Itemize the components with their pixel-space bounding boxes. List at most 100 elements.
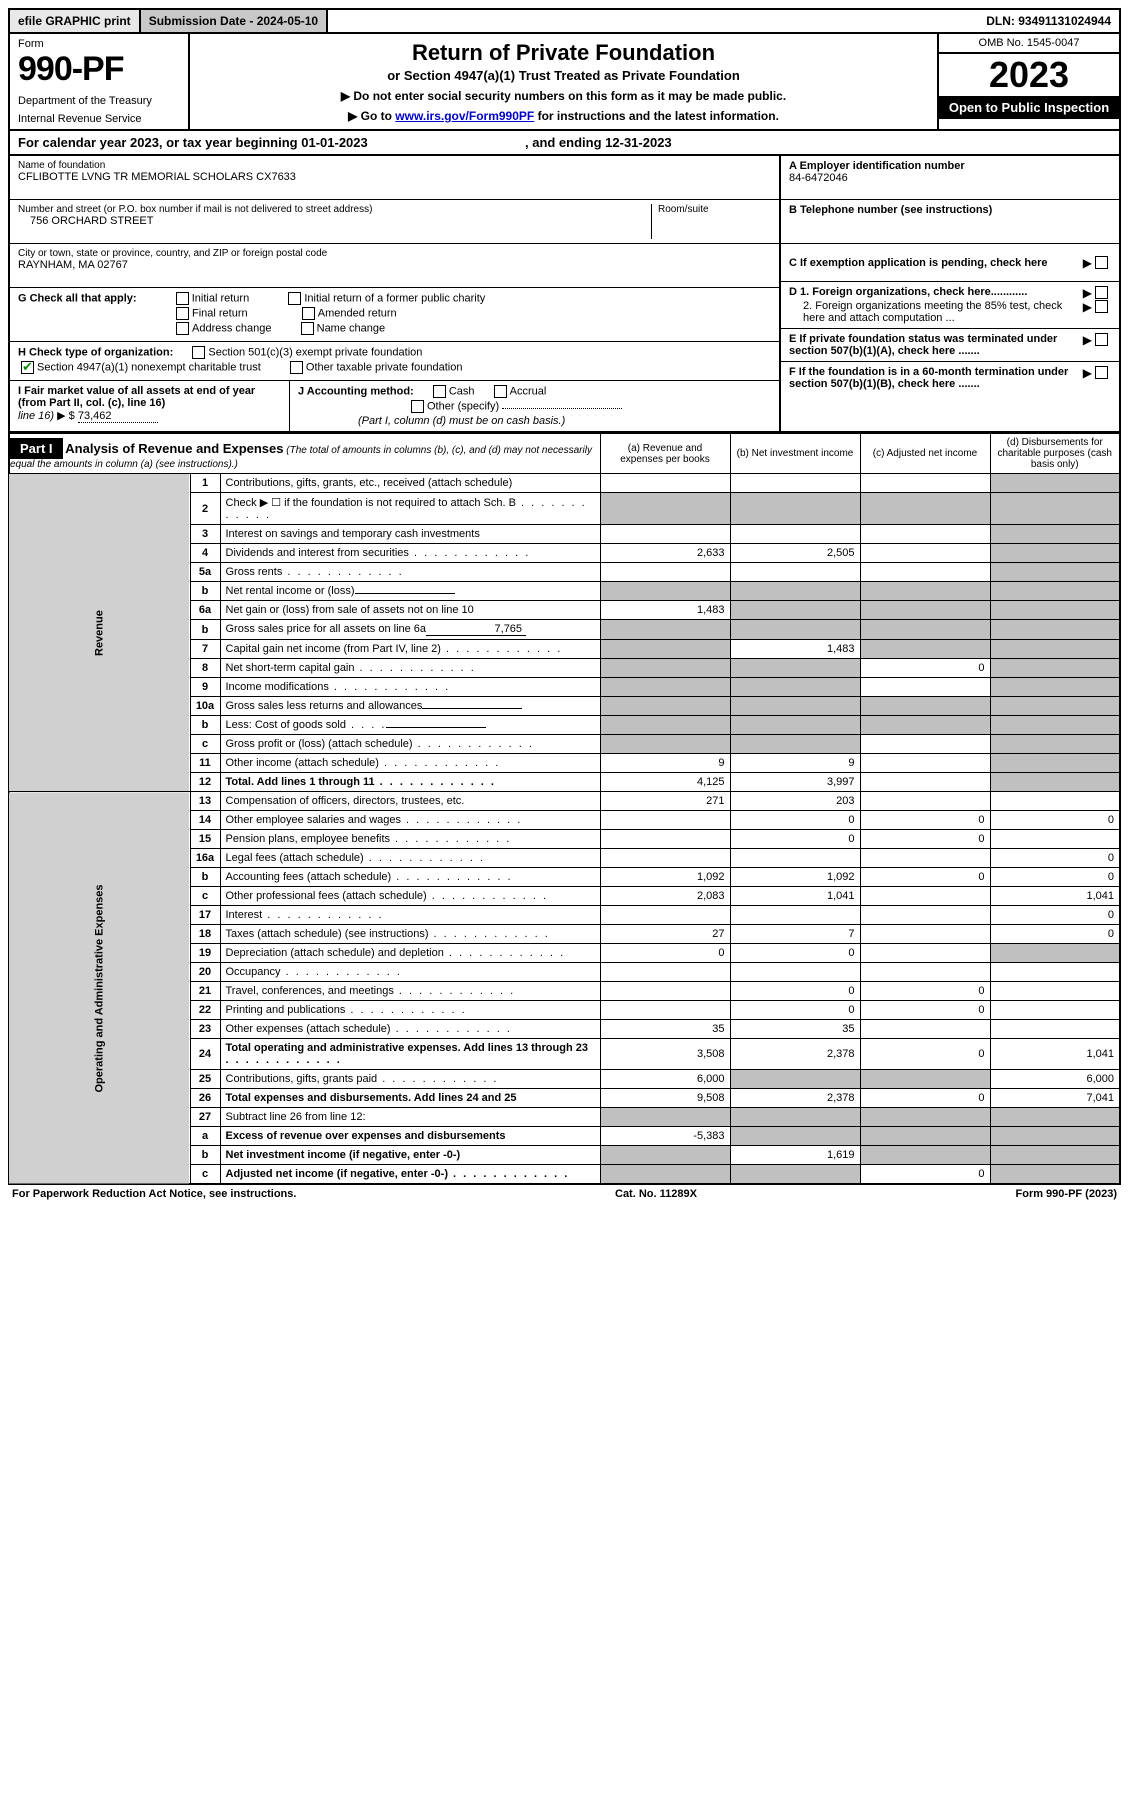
cell-d	[990, 474, 1120, 493]
cell-d	[990, 544, 1120, 563]
g-section: G Check all that apply: Initial return I…	[10, 288, 779, 342]
opt-501c3: Section 501(c)(3) exempt private foundat…	[208, 346, 422, 358]
checkbox-address[interactable]	[176, 322, 189, 335]
cal-begin: 01-01-2023	[301, 135, 368, 150]
cell-d	[990, 1165, 1120, 1185]
row-number: 16a	[190, 849, 220, 868]
city-label: City or town, state or province, country…	[18, 248, 771, 259]
cell-d: 7,041	[990, 1089, 1120, 1108]
col-a-header: (a) Revenue and expenses per books	[600, 434, 730, 474]
checkbox-501c3[interactable]	[192, 346, 205, 359]
cell-a: 4,125	[600, 773, 730, 792]
city: RAYNHAM, MA 02767	[18, 259, 771, 271]
cell-c	[860, 563, 990, 582]
cell-b	[730, 1165, 860, 1185]
cell-c	[860, 474, 990, 493]
cell-d	[990, 620, 1120, 640]
opt-4947: Section 4947(a)(1) nonexempt charitable …	[37, 361, 261, 373]
cell-d	[990, 563, 1120, 582]
cell-b	[730, 1070, 860, 1089]
checkbox-final[interactable]	[176, 307, 189, 320]
checkbox-4947[interactable]	[21, 361, 34, 374]
cell-b	[730, 620, 860, 640]
cell-a: 9	[600, 754, 730, 773]
form-subtitle: or Section 4947(a)(1) Trust Treated as P…	[196, 68, 931, 83]
cell-b	[730, 493, 860, 525]
cell-a	[600, 659, 730, 678]
checkbox-f[interactable]	[1095, 366, 1108, 379]
row-desc: Contributions, gifts, grants paid	[220, 1070, 600, 1089]
checkbox-initial-former[interactable]	[288, 292, 301, 305]
row-number: 27	[190, 1108, 220, 1127]
cell-c	[860, 582, 990, 601]
cell-b	[730, 716, 860, 735]
street-cell: Number and street (or P.O. box number if…	[10, 200, 779, 244]
room-label: Room/suite	[658, 204, 771, 215]
cell-a	[600, 849, 730, 868]
row-desc: Excess of revenue over expenses and disb…	[220, 1127, 600, 1146]
row-number: 24	[190, 1039, 220, 1070]
checkbox-cash[interactable]	[433, 385, 446, 398]
cell-a: 2,083	[600, 887, 730, 906]
cell-b: 2,378	[730, 1089, 860, 1108]
col-d-header: (d) Disbursements for charitable purpose…	[990, 434, 1120, 474]
cell-b	[730, 525, 860, 544]
cell-d: 0	[990, 906, 1120, 925]
cell-a	[600, 678, 730, 697]
cell-b: 2,378	[730, 1039, 860, 1070]
opt-other-acct: Other (specify)	[427, 400, 499, 412]
ein: 84-6472046	[789, 172, 1111, 184]
info-right: A Employer identification number 84-6472…	[779, 156, 1119, 431]
row-desc: Depreciation (attach schedule) and deple…	[220, 944, 600, 963]
row-desc: Legal fees (attach schedule)	[220, 849, 600, 868]
form-header-center: Return of Private Foundation or Section …	[190, 34, 939, 129]
cell-a	[600, 1146, 730, 1165]
checkbox-other-tax[interactable]	[290, 361, 303, 374]
checkbox-other-acct[interactable]	[411, 400, 424, 413]
row-desc: Capital gain net income (from Part IV, l…	[220, 640, 600, 659]
part1-title: Analysis of Revenue and Expenses	[65, 441, 283, 456]
row-desc: Compensation of officers, directors, tru…	[220, 792, 600, 811]
d-cell: D 1. Foreign organizations, check here..…	[781, 282, 1119, 329]
form-number: 990-PF	[18, 50, 180, 89]
i-prefix: ▶ $	[57, 410, 75, 422]
row-desc: Occupancy	[220, 963, 600, 982]
form-header: Form 990-PF Department of the Treasury I…	[8, 34, 1121, 131]
instr2-pre: ▶ Go to	[348, 109, 395, 123]
cell-d	[990, 1108, 1120, 1127]
open-public: Open to Public Inspection	[939, 96, 1119, 119]
cell-a	[600, 1165, 730, 1185]
cell-a	[600, 620, 730, 640]
cell-c	[860, 620, 990, 640]
omb: OMB No. 1545-0047	[939, 34, 1119, 54]
cell-a	[600, 525, 730, 544]
cell-c	[860, 1108, 990, 1127]
row-desc: Interest on savings and temporary cash i…	[220, 525, 600, 544]
efile-button[interactable]: efile GRAPHIC print	[10, 10, 141, 32]
checkbox-accrual[interactable]	[494, 385, 507, 398]
cell-b: 0	[730, 944, 860, 963]
checkbox-c[interactable]	[1095, 256, 1108, 269]
row-desc: Contributions, gifts, grants, etc., rece…	[220, 474, 600, 493]
checkbox-name[interactable]	[301, 322, 314, 335]
cell-b	[730, 474, 860, 493]
form-header-right: OMB No. 1545-0047 2023 Open to Public In…	[939, 34, 1119, 129]
checkbox-amended[interactable]	[302, 307, 315, 320]
row-number: 20	[190, 963, 220, 982]
form-link[interactable]: www.irs.gov/Form990PF	[395, 109, 534, 123]
checkbox-d1[interactable]	[1095, 286, 1108, 299]
submission-date: Submission Date - 2024-05-10	[141, 10, 328, 32]
footer: For Paperwork Reduction Act Notice, see …	[8, 1185, 1121, 1203]
cell-d	[990, 792, 1120, 811]
checkbox-d2[interactable]	[1095, 300, 1108, 313]
cell-c: 0	[860, 659, 990, 678]
checkbox-e[interactable]	[1095, 333, 1108, 346]
cell-a	[600, 830, 730, 849]
cell-a	[600, 640, 730, 659]
cell-a	[600, 716, 730, 735]
row-number: 2	[190, 493, 220, 525]
checkbox-initial[interactable]	[176, 292, 189, 305]
expenses-side-label: Operating and Administrative Expenses	[9, 792, 190, 1185]
cell-b: 2,505	[730, 544, 860, 563]
cell-a: 2,633	[600, 544, 730, 563]
